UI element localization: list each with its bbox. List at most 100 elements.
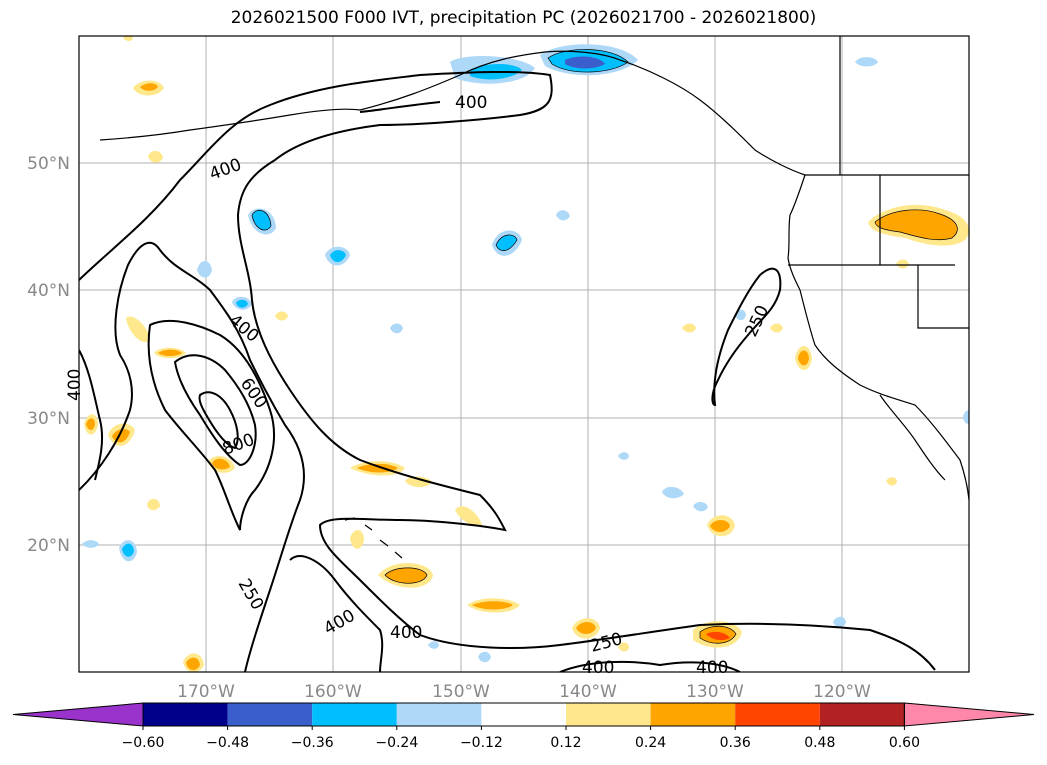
precip-blob xyxy=(86,418,95,430)
lat-label: 50°N xyxy=(27,154,70,174)
precip-blob xyxy=(126,316,150,343)
precip-blob xyxy=(693,501,708,512)
lon-label: 120°W xyxy=(813,682,871,702)
precip-blob xyxy=(455,506,482,526)
lon-label: 130°W xyxy=(686,682,744,702)
colorbar-segment xyxy=(819,703,905,726)
colorbar-tick-label: −0.24 xyxy=(375,735,418,751)
precip-blob xyxy=(122,543,134,557)
map-area[interactable] xyxy=(79,36,969,672)
land-border xyxy=(788,36,969,329)
precip-blob xyxy=(710,520,730,532)
precip-blob xyxy=(82,540,99,548)
bc-coast xyxy=(787,174,806,291)
alaska-coast xyxy=(359,50,806,176)
map-frame xyxy=(78,35,970,673)
contour-label: 400 xyxy=(390,623,422,643)
contour-400-outer xyxy=(79,70,936,671)
colorbar-tick-label: 0.48 xyxy=(804,735,835,751)
colorbar-segment xyxy=(650,703,736,726)
contour-400-south xyxy=(289,555,384,672)
contour-label: 400 xyxy=(65,369,85,401)
precip-blob xyxy=(886,477,897,486)
precip-blob xyxy=(390,323,403,334)
map-title: 2026021500 F000 IVT, precipitation PC (2… xyxy=(230,8,817,28)
precip-contour-lines xyxy=(251,49,958,644)
precip-blob xyxy=(576,622,596,634)
colorbar-tick-label: 0.12 xyxy=(550,735,581,751)
contour-label: 400 xyxy=(696,658,728,678)
lon-label: 150°W xyxy=(432,682,490,702)
lat-label: 40°N xyxy=(27,281,70,301)
precip-blob xyxy=(350,529,364,549)
lon-label: 140°W xyxy=(559,682,617,702)
gridlines xyxy=(79,36,969,672)
precip-blob xyxy=(618,642,629,652)
lat-label: 20°N xyxy=(27,536,70,556)
colorbar-segment xyxy=(143,703,228,726)
colorbar-outline xyxy=(142,702,905,727)
lon-label: 170°W xyxy=(177,682,235,702)
precip-blob xyxy=(798,350,809,366)
colorbar-segment xyxy=(312,703,397,726)
precip-blob xyxy=(147,498,160,511)
precip-blob xyxy=(833,616,846,628)
precip-blob xyxy=(682,323,696,333)
contour-400-left xyxy=(79,349,104,481)
colorbar-tick-label: −0.48 xyxy=(206,735,249,751)
colorbar-segment xyxy=(396,703,482,726)
colorbar: −0.60 −0.48 −0.36 −0.24 −0.12 0.12 0.24 0.36 0.4… xyxy=(12,702,1035,751)
contour-label: 400 xyxy=(582,658,614,678)
precip-blob xyxy=(770,323,783,333)
precip-blob xyxy=(662,486,684,499)
contour-600 xyxy=(173,354,257,467)
contour-label: 400 xyxy=(455,93,487,113)
colorbar-tick-label: −0.60 xyxy=(122,735,165,751)
precip-blob xyxy=(706,631,730,641)
contour-800 xyxy=(198,391,239,450)
precip-blob xyxy=(252,210,271,231)
contour-250-west xyxy=(79,241,306,672)
precip-blob xyxy=(236,299,248,308)
precip-blob xyxy=(186,657,200,671)
us-west-coast xyxy=(799,289,969,501)
precip-blob xyxy=(565,56,605,69)
colorbar-segment xyxy=(735,703,820,726)
contour-400-inner xyxy=(147,319,276,531)
precip-blob xyxy=(855,57,878,67)
baja-peninsula xyxy=(879,394,946,481)
precip-blob xyxy=(212,458,230,470)
contour-400-aleut xyxy=(359,101,441,113)
precip-blob xyxy=(405,476,432,488)
colorbar-tick-label: 0.36 xyxy=(720,735,751,751)
precip-blob xyxy=(478,651,491,663)
lon-axis: 170°W 160°W 150°W 140°W 130°W 120°W xyxy=(177,682,871,702)
precip-blob xyxy=(472,601,513,610)
lon-label: 160°W xyxy=(304,682,362,702)
precip-blob xyxy=(385,567,427,584)
precip-blob xyxy=(428,641,439,649)
contour-400-bottom xyxy=(559,660,741,672)
colorbar-segment xyxy=(566,703,651,726)
precip-blob xyxy=(148,150,163,163)
colorbar-tick-label: −0.12 xyxy=(460,735,503,751)
precip-blob xyxy=(556,210,570,221)
precip-blob xyxy=(275,311,288,321)
colorbar-segment xyxy=(481,703,566,726)
colorbar-extend-max xyxy=(903,702,1035,727)
contour-250-east xyxy=(711,267,782,407)
precip-blob xyxy=(197,261,212,278)
colorbar-tick-label: 0.60 xyxy=(889,735,920,751)
lat-axis: 50°N 40°N 30°N 20°N xyxy=(27,154,70,556)
colorbar-segment xyxy=(227,703,313,726)
colorbar-extend-min xyxy=(12,702,144,727)
ivt-contours xyxy=(79,70,936,672)
colorbar-tick-label: −0.36 xyxy=(291,735,334,751)
colorbar-tick-label: 0.24 xyxy=(635,735,666,751)
precip-blob xyxy=(618,452,629,460)
precip-blob xyxy=(896,259,909,269)
precip-blob xyxy=(330,250,346,263)
lat-label: 30°N xyxy=(27,409,70,429)
precip-blob xyxy=(123,36,133,41)
